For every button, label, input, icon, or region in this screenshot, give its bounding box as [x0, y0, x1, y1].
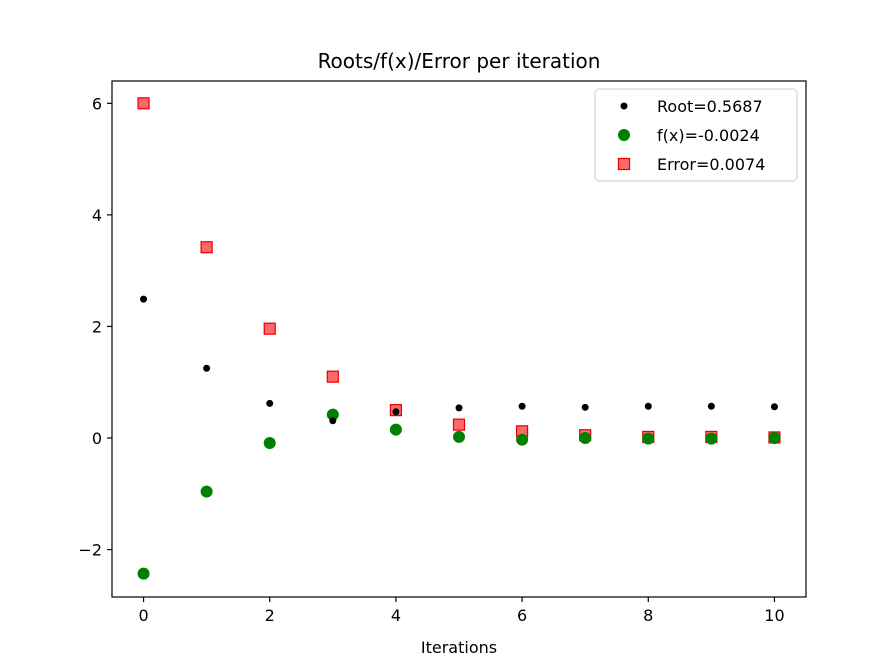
x-tick-label: 6 [517, 606, 527, 625]
data-point [389, 423, 402, 436]
x-tick-label: 10 [764, 606, 784, 625]
legend-box [594, 88, 798, 182]
y-tick-label: 0 [92, 429, 102, 448]
x-tick-label: 0 [138, 606, 148, 625]
data-point [644, 402, 652, 410]
y-tick-label: 4 [92, 206, 102, 225]
data-point [137, 97, 150, 110]
series-1 [137, 408, 781, 580]
data-point [581, 403, 589, 411]
legend-label: Error=0.0074 [657, 155, 765, 174]
data-point [137, 567, 150, 580]
data-point [707, 402, 715, 410]
data-point [326, 370, 339, 383]
data-point [200, 485, 213, 498]
data-point [392, 408, 400, 416]
x-tick-label: 4 [391, 606, 401, 625]
x-axis-label: Iterations [421, 638, 497, 657]
data-point [329, 417, 337, 425]
data-point [203, 364, 211, 372]
data-point [453, 430, 465, 443]
y-axis: −2 0 2 4 6 [78, 94, 112, 560]
data-point [642, 432, 655, 445]
data-point [518, 402, 526, 410]
data-point [140, 295, 148, 303]
data-point [263, 437, 276, 450]
data-point [266, 399, 274, 407]
legend-label: f(x)=-0.0024 [657, 126, 760, 145]
legend: Root=0.5687 f(x)=-0.0024 Error=0.0074 [594, 88, 798, 182]
y-tick-label: 6 [92, 94, 102, 113]
data-point [326, 408, 339, 421]
data-point [263, 322, 276, 335]
x-tick-label: 2 [265, 606, 275, 625]
data-point [516, 433, 529, 446]
data-point [455, 404, 463, 412]
plot-frame [111, 80, 807, 598]
data-point [705, 432, 718, 445]
data-point [770, 403, 778, 411]
legend-label: Root=0.5687 [657, 97, 763, 116]
data-point [579, 432, 592, 445]
legend-marker [618, 129, 630, 141]
y-tick-label: 2 [92, 317, 102, 336]
data-point [200, 241, 213, 254]
plot-area [137, 97, 781, 580]
series-0 [140, 295, 778, 425]
legend-marker [617, 157, 631, 171]
y-tick-label: −2 [78, 541, 102, 560]
data-point [768, 432, 781, 445]
x-tick-label: 8 [643, 606, 653, 625]
chart-title: Roots/f(x)/Error per iteration [318, 49, 601, 73]
legend-marker [620, 102, 628, 110]
x-axis: 0 2 4 6 8 10 [138, 597, 785, 625]
data-point [452, 418, 466, 431]
